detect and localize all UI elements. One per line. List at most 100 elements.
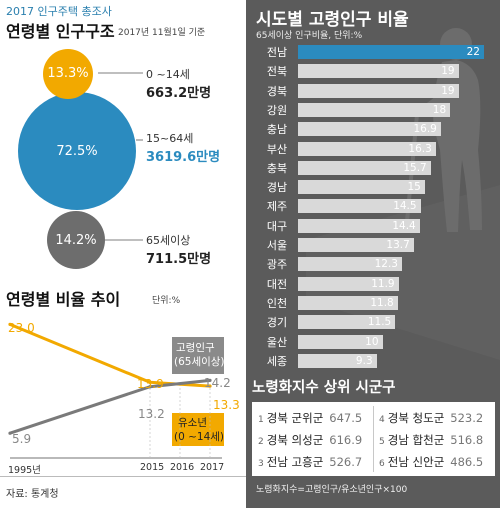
region-bar-value: 19 xyxy=(441,84,455,97)
index-region-name: 전남 고흥군 xyxy=(266,455,324,469)
region-bar-value: 11.9 xyxy=(371,277,395,290)
region-bar: 16.3 xyxy=(298,141,436,156)
working-age-circle xyxy=(18,92,136,210)
region-bar-value: 14.5 xyxy=(393,200,417,213)
data-point xyxy=(148,380,152,384)
youth-value-1995: 23.0 xyxy=(8,321,35,335)
youth-circle xyxy=(43,49,93,99)
data-point xyxy=(148,385,152,389)
region-bar: 14.5 xyxy=(298,199,421,214)
region-bar: 11.9 xyxy=(298,276,399,291)
index-item-6: 6 전남 신안군 486.5 xyxy=(379,454,483,470)
region-bar-value: 18 xyxy=(432,103,447,116)
x-label-1995: 1995년 xyxy=(8,465,41,476)
region-bar-value: 11.5 xyxy=(367,316,392,329)
region-label: 광주 xyxy=(266,258,288,272)
youth-label-box xyxy=(172,413,224,446)
x-label-2017: 2017 xyxy=(200,462,225,473)
region-label: 강원 xyxy=(266,103,288,117)
age-structure-date: 2017년 11월1일 기준 xyxy=(118,28,206,38)
region-label: 인천 xyxy=(266,296,288,310)
region-bar-value: 12.3 xyxy=(374,258,398,271)
region-label: 대구 xyxy=(266,219,288,233)
index-rank: 5 xyxy=(379,437,385,447)
index-value: 526.7 xyxy=(329,455,363,469)
index-value: 523.2 xyxy=(450,411,484,425)
region-bar: 11.8 xyxy=(298,295,398,310)
region-label: 경기 xyxy=(266,316,288,330)
trend-unit: 단위:% xyxy=(152,296,181,306)
region-label: 경남 xyxy=(266,181,288,195)
region-label: 부산 xyxy=(266,142,288,156)
trend-title: 연령별 비율 추이 xyxy=(6,290,121,309)
aging-index-title: 노령화지수 상위 시군구 xyxy=(252,380,396,396)
region-label: 울산 xyxy=(266,335,288,349)
working-range: 15~64세 xyxy=(146,132,194,145)
region-bar-value: 15 xyxy=(407,181,421,194)
region-bar-value: 16.3 xyxy=(408,142,432,155)
region-label: 전남 xyxy=(266,46,288,59)
index-value: 516.8 xyxy=(450,433,484,447)
region-bar-value: 14.4 xyxy=(392,219,416,232)
index-value: 486.5 xyxy=(450,455,484,469)
survey-title: 2017 인구주택 총조사 xyxy=(6,5,112,18)
index-region-name: 경남 합천군 xyxy=(387,433,445,447)
region-label: 대전 xyxy=(266,277,288,291)
index-value: 616.9 xyxy=(329,433,363,447)
region-bar: 13.7 xyxy=(298,238,414,252)
elderly-amount: 711.5만명 xyxy=(146,252,212,267)
elderly-legend-line2: (65세이상) xyxy=(174,356,225,368)
data-point xyxy=(208,384,212,388)
aging-index-table: 1 경북 군위군 647.5 2 경북 의성군 616.9 3 전남 고흥군 526.7 4… xyxy=(252,402,495,476)
source-divider xyxy=(0,476,246,477)
region-bar: 9.3 xyxy=(298,353,377,368)
region-bar: 14.4 xyxy=(298,218,420,233)
left-panel: 2017 인구주택 총조사 연령별 인구구조 2017년 11월1일 기준 13… xyxy=(0,0,246,508)
elderly-pct: 14.2% xyxy=(55,233,97,248)
index-item-4: 4 경북 청도군 523.2 xyxy=(379,410,483,426)
right-panel: 시도별 고령인구 비율 65세이상 인구비율, 단위:% 전남 22 전북 19 경북 1… xyxy=(246,0,500,508)
age-structure-graphic xyxy=(18,49,143,269)
youth-value-2017: 13.3 xyxy=(213,398,240,412)
youth-range: 0 ~14세 xyxy=(146,68,190,81)
index-item-2: 2 경북 의성군 616.9 xyxy=(258,432,362,448)
data-point xyxy=(8,431,12,435)
data-point xyxy=(208,378,212,382)
index-rank: 2 xyxy=(258,437,264,447)
region-bar: 19 xyxy=(298,83,459,98)
elderly-value-2017: 14.2 xyxy=(204,376,231,390)
index-value: 647.5 xyxy=(329,411,363,425)
region-bar-value: 19 xyxy=(441,65,455,78)
region-bar: 12.3 xyxy=(298,257,402,272)
age-structure-title: 연령별 인구구조 xyxy=(6,22,115,41)
elderly-range: 65세이상 xyxy=(146,234,191,247)
region-bar-value: 15.7 xyxy=(403,161,427,174)
region-bar-value: 11.8 xyxy=(370,296,394,309)
index-rank: 6 xyxy=(379,459,385,469)
working-pct: 72.5% xyxy=(56,144,98,159)
index-region-name: 전남 신안군 xyxy=(387,455,445,469)
index-rank: 1 xyxy=(258,415,264,425)
region-label: 서울 xyxy=(266,239,288,252)
elderly-value-2015: 13.2 xyxy=(138,407,165,421)
data-point xyxy=(8,322,12,326)
index-item-5: 5 경남 합천군 516.8 xyxy=(379,432,483,448)
region-bar: 19 xyxy=(298,64,459,79)
region-bar: 16.9 xyxy=(298,122,441,137)
region-bar: 15 xyxy=(298,180,425,195)
x-label-2015: 2015 xyxy=(140,462,165,473)
index-region-name: 경북 군위군 xyxy=(266,411,324,425)
elderly-value-1995: 5.9 xyxy=(12,432,32,446)
region-label: 경북 xyxy=(266,84,288,98)
youth-pct: 13.3% xyxy=(47,66,89,81)
index-rank: 3 xyxy=(258,459,264,469)
youth-legend-line2: (0 ~14세) xyxy=(174,431,225,443)
index-item-1: 1 경북 군위군 647.5 xyxy=(258,410,362,426)
table-divider xyxy=(373,406,374,472)
region-bar: 15.7 xyxy=(298,160,431,175)
region-bar-value: 16.9 xyxy=(413,123,437,136)
elderly-legend-line1: 고령인구 xyxy=(176,342,215,354)
region-label: 세종 xyxy=(266,354,288,368)
elderly-circle xyxy=(47,211,105,269)
